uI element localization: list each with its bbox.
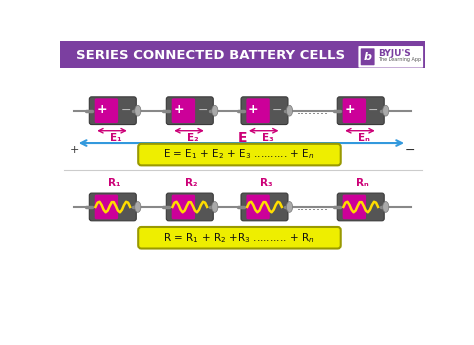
Text: BYJU'S: BYJU'S (378, 49, 410, 58)
FancyBboxPatch shape (166, 193, 213, 221)
FancyBboxPatch shape (246, 98, 270, 123)
FancyBboxPatch shape (89, 97, 137, 125)
Ellipse shape (383, 201, 389, 212)
Text: The Learning App: The Learning App (378, 57, 421, 62)
Text: +: + (248, 104, 259, 116)
FancyBboxPatch shape (337, 97, 384, 125)
Text: R = R$_1$ + R$_2$ +R$_3$ .......... + R$_n$: R = R$_1$ + R$_2$ +R$_3$ .......... + R$… (164, 231, 315, 245)
Text: ........: ........ (297, 104, 329, 117)
Ellipse shape (286, 105, 292, 116)
FancyBboxPatch shape (241, 97, 288, 125)
Text: R₃: R₃ (260, 178, 273, 188)
FancyBboxPatch shape (358, 46, 423, 68)
Text: E₃: E₃ (262, 134, 273, 144)
Text: E₁: E₁ (110, 134, 122, 144)
Text: E: E (238, 131, 248, 145)
Text: +: + (173, 104, 184, 116)
FancyBboxPatch shape (361, 48, 374, 65)
Ellipse shape (135, 105, 141, 116)
FancyBboxPatch shape (172, 195, 195, 219)
Text: E₂: E₂ (187, 134, 199, 144)
FancyBboxPatch shape (138, 144, 341, 165)
Text: +: + (344, 104, 355, 116)
Text: −: − (368, 104, 379, 116)
FancyBboxPatch shape (172, 98, 195, 123)
FancyBboxPatch shape (241, 193, 288, 221)
Text: SERIES CONNECTED BATTERY CELLS: SERIES CONNECTED BATTERY CELLS (76, 49, 345, 62)
FancyBboxPatch shape (246, 195, 270, 219)
FancyBboxPatch shape (343, 98, 366, 123)
Text: Rₙ: Rₙ (356, 178, 369, 188)
Ellipse shape (383, 105, 389, 116)
FancyBboxPatch shape (166, 97, 213, 125)
Ellipse shape (135, 201, 141, 212)
FancyBboxPatch shape (95, 195, 118, 219)
Text: Eₙ: Eₙ (358, 134, 370, 144)
Text: −: − (272, 104, 283, 116)
FancyBboxPatch shape (138, 227, 341, 248)
Text: +: + (96, 104, 107, 116)
FancyBboxPatch shape (95, 98, 118, 123)
Text: E = E$_1$ + E$_2$ + E$_3$ .......... + E$_n$: E = E$_1$ + E$_2$ + E$_3$ .......... + E… (164, 148, 315, 161)
Text: +: + (70, 145, 79, 155)
Text: −: − (197, 104, 208, 116)
Ellipse shape (212, 105, 218, 116)
Text: R₂: R₂ (185, 178, 198, 188)
FancyBboxPatch shape (89, 193, 137, 221)
FancyBboxPatch shape (343, 195, 366, 219)
Ellipse shape (212, 201, 218, 212)
Text: R₁: R₁ (108, 178, 120, 188)
FancyBboxPatch shape (337, 193, 384, 221)
Text: b: b (364, 52, 372, 62)
Text: −: − (405, 144, 415, 157)
FancyBboxPatch shape (61, 41, 425, 68)
Text: −: − (120, 104, 131, 116)
Text: ........: ........ (297, 200, 329, 214)
Ellipse shape (286, 201, 292, 212)
